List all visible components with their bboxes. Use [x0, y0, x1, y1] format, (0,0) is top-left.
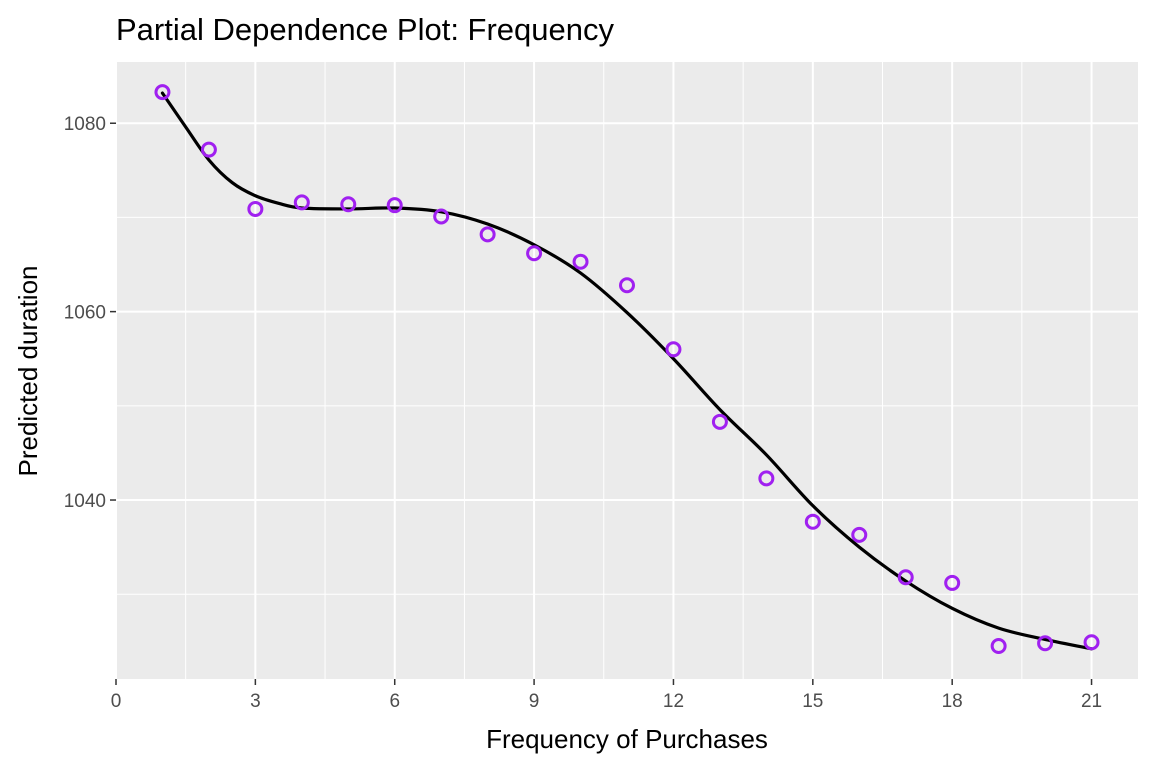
- x-tick-label: 12: [663, 691, 684, 712]
- data-point: [1083, 634, 1100, 651]
- data-point: [990, 638, 1007, 655]
- y-axis: 1040 1060 1080: [64, 114, 116, 512]
- data-point: [340, 196, 357, 213]
- data-point: [247, 200, 264, 217]
- data-point: [758, 470, 775, 487]
- data-point: [665, 341, 682, 358]
- smooth-curve-layer: [160, 91, 1094, 651]
- data-points-layer: [154, 84, 1100, 655]
- x-tick-label: 3: [250, 691, 261, 712]
- y-tick-label: 1080: [64, 114, 106, 135]
- data-point: [433, 208, 450, 225]
- x-tick-label: 18: [942, 691, 963, 712]
- data-point: [851, 526, 868, 543]
- data-point: [804, 513, 821, 530]
- x-tick-label: 6: [389, 691, 400, 712]
- data-point: [526, 245, 543, 262]
- data-point: [1037, 635, 1054, 652]
- data-point: [897, 569, 914, 586]
- minor-gridlines: [116, 62, 1138, 679]
- y-axis-title: Predicted duration: [13, 265, 43, 476]
- x-tick-label: 21: [1081, 691, 1102, 712]
- data-point: [944, 574, 961, 591]
- x-axis-title: Frequency of Purchases: [486, 724, 768, 754]
- plot-panel: [116, 62, 1138, 679]
- data-point: [711, 413, 728, 430]
- data-point: [200, 141, 217, 158]
- data-point: [572, 253, 589, 270]
- data-point: [386, 197, 403, 214]
- major-gridlines: [115, 62, 1138, 679]
- smooth-trend-line: [160, 91, 1094, 651]
- y-tick-label: 1060: [64, 303, 106, 324]
- data-point: [293, 194, 310, 211]
- x-tick-label: 0: [111, 691, 122, 712]
- x-axis: 0 3 6 9 12 15 18 21: [111, 679, 1102, 712]
- data-point: [154, 84, 171, 101]
- data-point: [619, 277, 635, 294]
- data-point: [479, 226, 496, 243]
- x-tick-label: 15: [802, 691, 823, 712]
- x-tick-label: 9: [529, 691, 540, 712]
- chart-title: Partial Dependence Plot: Frequency: [116, 12, 615, 47]
- y-tick-label: 1040: [64, 491, 106, 512]
